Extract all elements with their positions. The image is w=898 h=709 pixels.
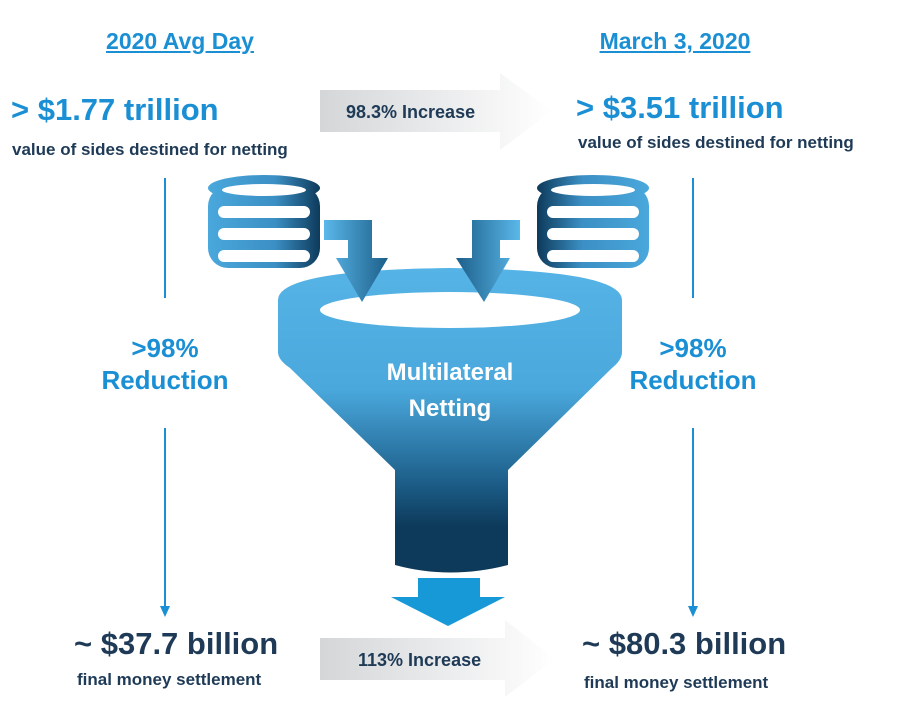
right-database-icon	[537, 175, 649, 268]
right-heading: March 3, 2020	[599, 28, 751, 54]
output-arrow	[391, 578, 505, 626]
left-sides-value: > $1.77 trillion	[11, 92, 219, 127]
funnel-icon	[278, 268, 622, 573]
left-heading: 2020 Avg Day	[106, 28, 254, 54]
left-sides-label: value of sides destined for netting	[12, 140, 288, 159]
right-flow-line	[688, 178, 698, 617]
bottom-increase-label: 113% Increase	[358, 650, 482, 670]
right-sides-label: value of sides destined for netting	[578, 133, 854, 152]
top-increase-label: 98.3% Increase	[346, 102, 476, 122]
left-database-icon	[208, 175, 320, 268]
left-settlement-label: final money settlement	[77, 670, 262, 689]
right-reduction-pct: >98%	[659, 333, 727, 363]
right-settlement-value: ~ $80.3 billion	[582, 626, 787, 661]
right-sides-value: > $3.51 trillion	[576, 90, 784, 125]
bottom-increase-arrow	[320, 620, 555, 697]
funnel-label-line2: Netting	[408, 395, 492, 422]
right-settlement-label: final money settlement	[584, 673, 769, 692]
left-settlement-value: ~ $37.7 billion	[74, 626, 279, 661]
left-reduction-pct: >98%	[131, 333, 199, 363]
left-reduction-label: Reduction	[101, 365, 229, 395]
left-input-arrow	[324, 220, 388, 302]
funnel-label-line1: Multilateral	[386, 359, 514, 386]
left-flow-line	[160, 178, 170, 617]
right-reduction: >98% Reduction	[593, 332, 793, 396]
right-reduction-label: Reduction	[629, 365, 757, 395]
left-reduction: >98% Reduction	[65, 332, 265, 396]
right-input-arrow	[456, 220, 520, 302]
top-increase-arrow	[320, 73, 552, 150]
funnel-label: Multilateral Netting	[330, 355, 570, 427]
